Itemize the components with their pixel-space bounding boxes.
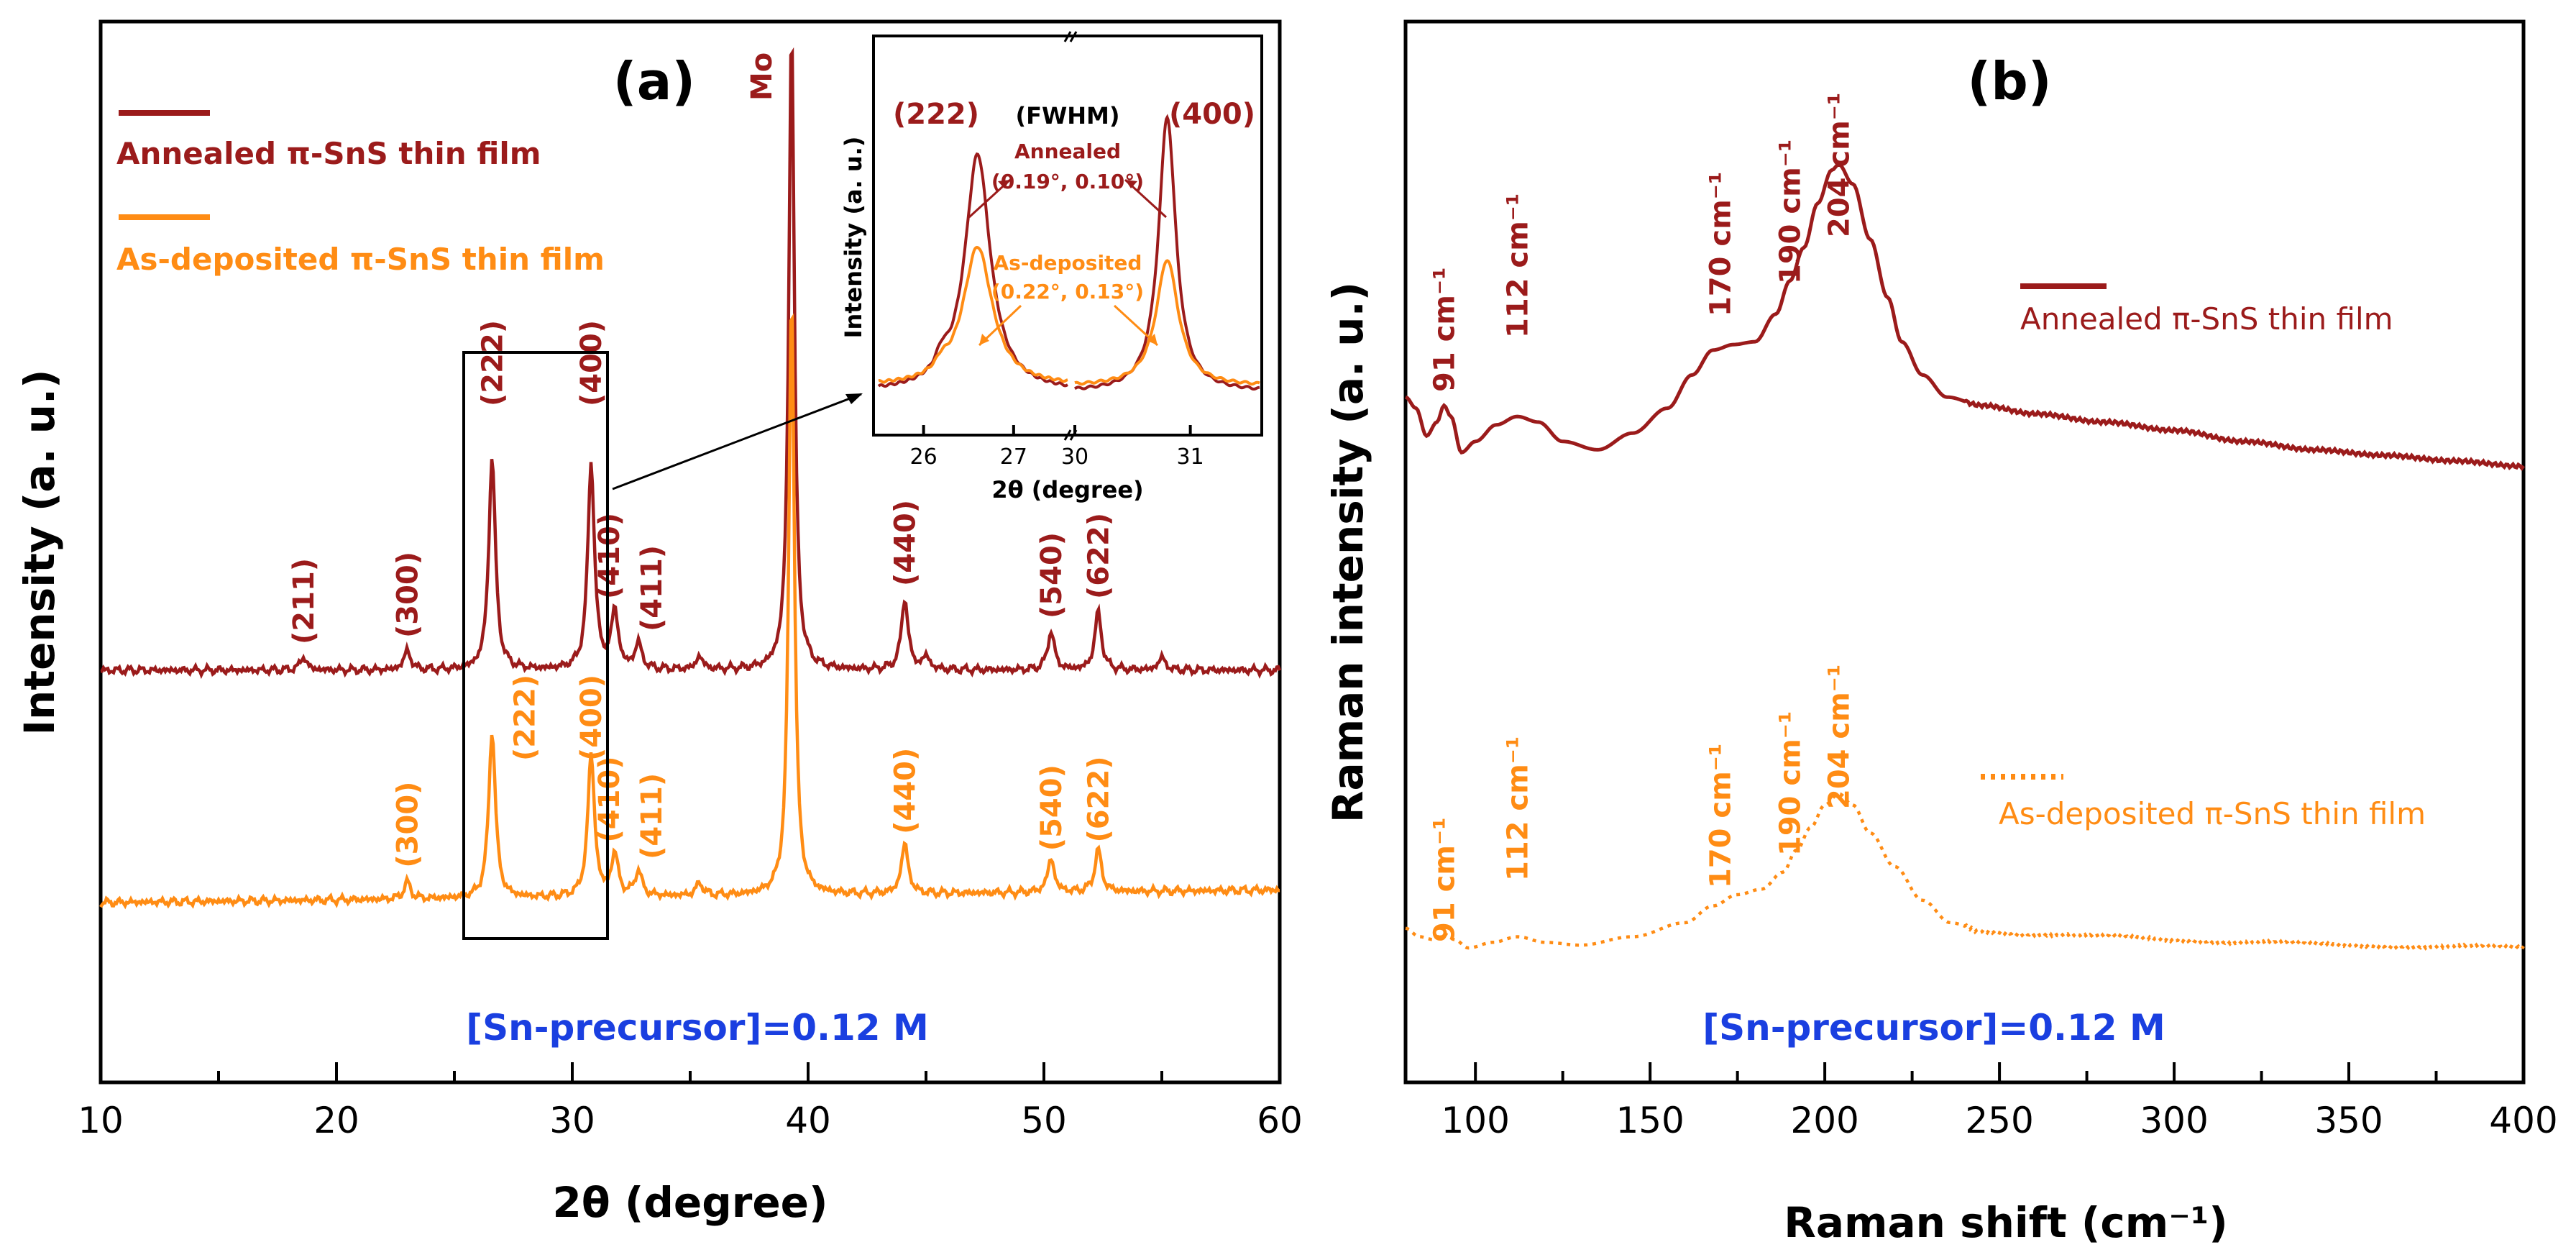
inset-arrow-head-4 (1147, 334, 1158, 345)
inset-tick-label: 27 (1000, 444, 1027, 470)
b-peak-label: 91 cm⁻¹ (1428, 817, 1461, 942)
inset-break-mark-4 (1069, 429, 1078, 441)
panel-b-peak-labels: 91 cm⁻¹ 112 cm⁻¹ 170 cm⁻¹ 190 cm⁻¹ 204 cm⁻¹ 9… (1428, 93, 1856, 942)
inset-ylabel: Intensity (a. u.) (840, 137, 867, 339)
a-peak-label: (400) (575, 320, 608, 406)
inset-arrow-head-1 (998, 180, 1010, 188)
a-tick-label: 40 (785, 1100, 831, 1141)
inset-as-deposited-label: As-deposited (994, 251, 1142, 275)
a-peak-label: (411) (636, 773, 669, 859)
b-peak-label: 204 cm⁻¹ (1823, 665, 1856, 809)
a-tick-label: 50 (1021, 1100, 1067, 1141)
b-tick-label: 150 (1615, 1100, 1684, 1141)
zoom-box (462, 351, 609, 940)
inset-xlabel: 2θ (degree) (991, 476, 1143, 503)
b-peak-label: 91 cm⁻¹ (1428, 267, 1461, 392)
a-peak-label: (622) (1082, 756, 1115, 842)
inset-frame (872, 35, 1263, 437)
inset-break-mark-3 (1063, 429, 1072, 441)
inset-annealed-fwhm: (0.19°, 0.10°) (991, 170, 1144, 193)
panel-a-ylabel: Intensity (a. u.) (15, 369, 64, 735)
a-peak-label: (540) (1035, 532, 1068, 618)
a-series-line (100, 47, 1282, 680)
zoom-arrow-head (845, 393, 863, 404)
inset-annealed-label: Annealed (1014, 140, 1121, 163)
panel-b-xlabel: Raman shift (cm⁻¹) (1784, 1198, 2228, 1247)
a-tick-label: 20 (313, 1100, 359, 1141)
inset-arrow-head-3 (979, 334, 989, 345)
inset-arrow-head-2 (1125, 180, 1137, 188)
a-peak-label: (211) (288, 558, 321, 644)
inset-series-line (1073, 114, 1260, 391)
inset-as-deposited-fwhm: (0.22°, 0.13°) (991, 280, 1144, 303)
a-peak-label: (622) (1082, 513, 1115, 599)
b-peak-label: 170 cm⁻¹ (1704, 744, 1737, 888)
panel-a-xlabel: 2θ (degree) (552, 1178, 828, 1227)
a-peak-label: (400) (575, 675, 608, 761)
b-tick-label: 200 (1790, 1100, 1858, 1141)
a-peak-label: (410) (593, 513, 626, 599)
a-peak-label: (440) (889, 748, 922, 834)
a-tick-label: 10 (78, 1100, 124, 1141)
a-peak-label: (300) (391, 552, 424, 638)
inset-break-mark-2 (1069, 31, 1078, 42)
panel-b-precursor: [Sn-precursor]=0.12 M (1702, 1007, 2165, 1049)
a-peak-label: (411) (636, 545, 669, 631)
inset-tick-label: 26 (910, 444, 938, 470)
b-peak-label: 190 cm⁻¹ (1774, 711, 1807, 856)
b-peak-label: 112 cm⁻¹ (1502, 736, 1535, 881)
inset-series-line (878, 245, 1068, 384)
a-peak-label: (440) (889, 500, 922, 586)
a-tick-label: 30 (549, 1100, 595, 1141)
inset-break-mark-1 (1063, 31, 1072, 42)
inset-curves (877, 114, 1260, 391)
panel-a-curves (99, 47, 1282, 910)
panel-a-peak-labels: (211) (300)(222) (400)(410) (411)(440) (540)… (288, 320, 1115, 868)
panel-a-precursor: [Sn-precursor]=0.12 M (466, 1007, 929, 1049)
b-peak-label: 112 cm⁻¹ (1502, 193, 1535, 338)
b-series-line (1405, 163, 2525, 471)
panel-b-raman: 100 150 200 250 300 350 400 91 cm⁻¹ 112 cm⁻¹ 170… (1324, 19, 2558, 1247)
b-tick-label: 100 (1441, 1100, 1509, 1141)
b-series-line (1405, 792, 2525, 953)
inset-fwhm: 26 27 30 31 Intensity (a. u.) 2θ (degree) (… (840, 31, 1263, 503)
panel-b-curves (1405, 163, 2525, 953)
a-peak-label: (410) (593, 756, 626, 842)
mo-label: Mo (746, 52, 779, 101)
b-peak-label: 170 cm⁻¹ (1704, 172, 1737, 316)
inset-series-line (1074, 259, 1260, 386)
inset-peak-222: (222) (893, 98, 979, 131)
legend-text-annealed: Annealed π-SnS thin film (116, 136, 541, 171)
b-peak-label: 204 cm⁻¹ (1823, 93, 1856, 237)
inset-title: (FWHM) (1015, 102, 1119, 129)
b-tick-label: 350 (2314, 1100, 2383, 1141)
inset-series-line (877, 152, 1068, 388)
legend-b-text-annealed: Annealed π-SnS thin film (2020, 301, 2393, 337)
a-series-line (99, 313, 1280, 910)
a-peak-label: (222) (476, 320, 509, 406)
legend-b-text-as-deposited: As-deposited π-SnS thin film (1999, 796, 2426, 831)
b-tick-label: 250 (1965, 1100, 2033, 1141)
panel-b-x-ticks: 100 150 200 250 300 350 400 (1441, 1062, 2558, 1141)
b-peak-label: 190 cm⁻¹ (1774, 140, 1807, 284)
panel-b-label: (b) (1967, 51, 2051, 111)
a-tick-label: 60 (1257, 1100, 1303, 1141)
panel-a-xrd: 10 20 30 40 50 60 (211) (300)(222) (400)(410) (4… (15, 19, 1303, 1227)
inset-ticks: 26 27 30 31 (910, 425, 1204, 470)
inset-tick-label: 30 (1061, 444, 1088, 470)
panel-a-label: (a) (613, 51, 695, 111)
a-peak-label: (222) (508, 675, 541, 761)
inset-tick-label: 31 (1177, 444, 1204, 470)
a-peak-label: (300) (391, 782, 424, 868)
zoom-arrow (612, 393, 862, 490)
panel-b-frame (1403, 19, 2526, 1085)
a-peak-label: (540) (1035, 764, 1068, 851)
panel-a-x-ticks: 10 20 30 40 50 60 (78, 1062, 1303, 1141)
inset-peak-400: (400) (1169, 98, 1255, 131)
b-tick-label: 300 (2140, 1100, 2208, 1141)
b-tick-label: 400 (2489, 1100, 2557, 1141)
legend-text-as-deposited: As-deposited π-SnS thin film (116, 242, 605, 277)
panel-b-ylabel: Raman intensity (a. u.) (1324, 282, 1372, 823)
